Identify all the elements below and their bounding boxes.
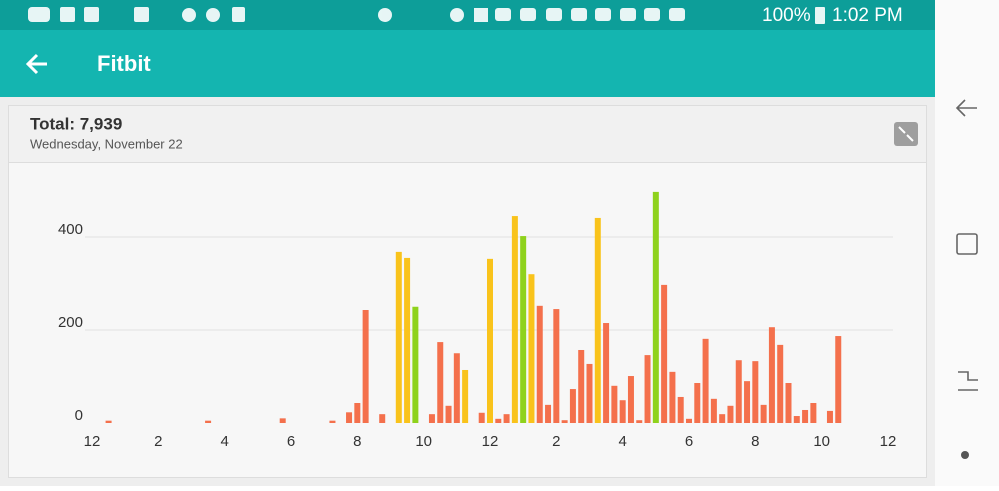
bar — [412, 306, 419, 423]
nav-home[interactable] — [956, 233, 978, 255]
bar — [686, 418, 692, 423]
bar — [603, 323, 610, 423]
bar — [205, 420, 212, 423]
bar — [826, 410, 833, 423]
bar — [453, 353, 460, 423]
bar — [793, 416, 800, 423]
collapse-icon[interactable] — [894, 122, 918, 146]
back-button[interactable] — [25, 53, 47, 75]
bar — [445, 405, 452, 423]
chart-title: Total: 7,939 — [30, 114, 122, 133]
bar — [362, 310, 369, 423]
bar — [719, 414, 726, 423]
bar — [611, 385, 618, 423]
bar — [727, 405, 734, 423]
bar — [279, 418, 286, 423]
x-tick-label: 10 — [415, 433, 432, 450]
x-tick-label: 8 — [751, 433, 759, 450]
nav-back[interactable] — [955, 99, 977, 117]
app-bar — [0, 30, 935, 97]
bar — [545, 404, 552, 423]
chart-subtitle: Wednesday, November 22 — [30, 136, 183, 151]
x-tick-label: 8 — [353, 433, 361, 450]
bar — [802, 409, 809, 423]
x-tick-label: 4 — [220, 433, 228, 450]
nav-bar — [935, 0, 999, 486]
bar — [404, 257, 411, 423]
collapse-arrows — [898, 126, 914, 142]
bar — [768, 327, 775, 423]
y-tick-label: 0 — [75, 407, 83, 424]
bar — [487, 258, 493, 423]
nav-dot[interactable] — [961, 451, 969, 459]
bar — [810, 403, 817, 423]
bar — [677, 396, 684, 423]
bar — [478, 412, 485, 423]
bar — [569, 389, 576, 423]
bar — [627, 376, 634, 423]
y-tick-label: 200 — [58, 314, 83, 331]
nav-recents[interactable] — [958, 371, 978, 391]
bar — [428, 414, 435, 423]
bar — [503, 414, 510, 423]
bar — [594, 217, 601, 423]
card-header — [9, 106, 926, 162]
bar — [702, 338, 709, 423]
y-tick-label: 400 — [58, 221, 83, 238]
bar — [752, 361, 759, 423]
bar — [536, 305, 543, 423]
status-icons — [28, 7, 825, 24]
clock: 1:02 PM — [832, 5, 903, 26]
bar — [760, 404, 767, 423]
bar — [744, 381, 751, 423]
bar — [669, 371, 676, 423]
x-tick-label: 2 — [154, 433, 162, 450]
bar — [329, 420, 336, 423]
x-tick-label: 4 — [618, 433, 626, 450]
bar — [777, 344, 784, 423]
bar — [561, 420, 568, 423]
bar — [835, 336, 842, 423]
x-tick-label: 2 — [552, 433, 560, 450]
bar — [694, 383, 701, 423]
bar — [785, 383, 792, 423]
bar — [511, 216, 518, 423]
bar — [528, 274, 535, 423]
bar — [661, 284, 668, 423]
status-bar — [0, 0, 935, 30]
bar — [520, 236, 527, 423]
plot: 0 200 400 12 2 4 6 8 10 12 2 4 6 8 10 12 — [58, 191, 897, 450]
bar — [105, 420, 112, 423]
bar — [578, 349, 585, 423]
bar — [379, 414, 386, 423]
bar — [495, 418, 502, 423]
bar — [619, 400, 626, 423]
app-title: Fitbit — [97, 51, 151, 76]
bar — [735, 360, 742, 423]
battery: 100% — [762, 5, 811, 26]
bar — [437, 342, 444, 423]
bar — [395, 251, 402, 423]
bar — [586, 363, 593, 423]
x-tick-label: 6 — [685, 433, 693, 450]
x-tick-label: 12 — [880, 433, 897, 450]
bar — [346, 412, 353, 423]
bar — [710, 398, 717, 423]
x-tick-label: 12 — [84, 433, 101, 450]
bar — [644, 355, 651, 423]
x-tick-label: 10 — [813, 433, 830, 450]
bar — [462, 369, 469, 423]
bar — [652, 191, 659, 423]
bar — [354, 403, 361, 423]
bar — [636, 420, 643, 423]
x-tick-label: 12 — [482, 433, 499, 450]
bar — [553, 309, 560, 423]
x-tick-label: 6 — [287, 433, 295, 450]
collapse-button[interactable] — [894, 122, 918, 146]
